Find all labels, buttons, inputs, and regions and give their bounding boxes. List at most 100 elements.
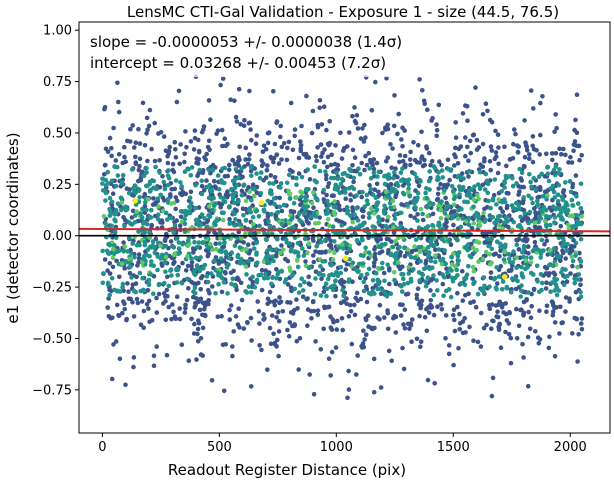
scatter-point (364, 299, 370, 305)
scatter-point (552, 215, 558, 220)
scatter-point (334, 170, 339, 175)
scatter-point (505, 203, 510, 209)
scatter-point (130, 123, 135, 128)
x-tick-label: 0 (98, 440, 106, 455)
scatter-point (227, 307, 232, 313)
highlight-point (132, 198, 138, 204)
scatter-point (528, 270, 534, 276)
scatter-point (532, 239, 538, 245)
scatter-point (463, 135, 468, 140)
scatter-point (162, 280, 167, 286)
scatter-point (140, 275, 145, 281)
scatter-point (547, 262, 552, 268)
scatter-point (363, 135, 368, 140)
scatter-point (508, 360, 514, 366)
scatter-point (417, 249, 423, 255)
scatter-point (474, 247, 479, 253)
scatter-point (300, 294, 306, 300)
scatter-point (537, 337, 543, 342)
scatter-point (492, 277, 497, 282)
scatter-point (471, 204, 476, 210)
scatter-point (191, 250, 196, 255)
scatter-point (148, 187, 153, 193)
scatter-point (401, 276, 406, 282)
scatter-point (397, 159, 402, 165)
scatter-point (288, 268, 293, 273)
scatter-point (389, 358, 395, 364)
scatter-point (410, 317, 415, 322)
scatter-point (449, 209, 455, 214)
scatter-point (551, 189, 557, 195)
scatter-point (286, 191, 292, 197)
scatter-point (253, 141, 259, 146)
scatter-point (199, 183, 205, 189)
scatter-point (548, 222, 553, 228)
scatter-point (566, 226, 572, 231)
scatter-point (178, 180, 183, 185)
scatter-point (136, 229, 141, 234)
scatter-point (196, 240, 202, 245)
scatter-point (337, 279, 343, 285)
scatter-point (283, 237, 289, 243)
scatter-point (316, 220, 322, 226)
scatter-point (469, 187, 474, 192)
scatter-point (344, 250, 350, 256)
scatter-point (495, 281, 500, 286)
scatter-point (129, 167, 135, 172)
scatter-point (553, 164, 559, 169)
scatter-point (267, 325, 273, 331)
scatter-point (279, 144, 285, 150)
scatter-point (270, 275, 275, 281)
scatter-point (278, 185, 283, 190)
scatter-point (266, 253, 271, 259)
scatter-point (158, 256, 164, 261)
scatter-point (372, 247, 377, 252)
scatter-point (269, 281, 274, 287)
scatter-point (276, 353, 281, 359)
scatter-point (235, 275, 240, 281)
scatter-point (306, 220, 311, 226)
scatter-point (321, 187, 327, 193)
scatter-point (219, 289, 225, 295)
scatter-point (418, 259, 423, 264)
scatter-point (375, 239, 380, 244)
scatter-point (415, 142, 421, 148)
scatter-point (398, 250, 403, 255)
scatter-point (259, 287, 265, 293)
scatter-point (127, 256, 132, 262)
scatter-point (527, 209, 533, 215)
scatter-point (256, 214, 262, 219)
scatter-point (246, 120, 252, 126)
scatter-point (269, 313, 275, 318)
scatter-point (191, 294, 196, 300)
scatter-point (323, 169, 328, 174)
scatter-point (268, 173, 274, 178)
scatter-point (554, 292, 560, 298)
scatter-point (332, 212, 338, 217)
scatter-point (370, 278, 376, 283)
scatter-point (290, 175, 296, 180)
scatter-point (521, 163, 527, 169)
scatter-point (504, 163, 509, 169)
scatter-point (154, 295, 159, 301)
scatter-point (281, 202, 287, 208)
scatter-point (321, 159, 327, 165)
y-tick-label: −0.50 (32, 332, 72, 347)
scatter-point (526, 193, 531, 199)
scatter-point (535, 195, 540, 200)
scatter-point (144, 131, 149, 136)
scatter-point (471, 197, 477, 202)
scatter-point (489, 236, 494, 242)
scatter-point (392, 216, 398, 222)
scatter-point (563, 309, 568, 314)
scatter-point (257, 321, 262, 326)
scatter-point (238, 257, 244, 263)
scatter-point (334, 327, 340, 332)
scatter-point (179, 192, 185, 198)
scatter-point (318, 142, 324, 147)
scatter-point (578, 236, 584, 242)
scatter-point (178, 209, 184, 214)
scatter-point (332, 161, 338, 167)
scatter-point (412, 244, 417, 249)
scatter-point (271, 331, 276, 337)
